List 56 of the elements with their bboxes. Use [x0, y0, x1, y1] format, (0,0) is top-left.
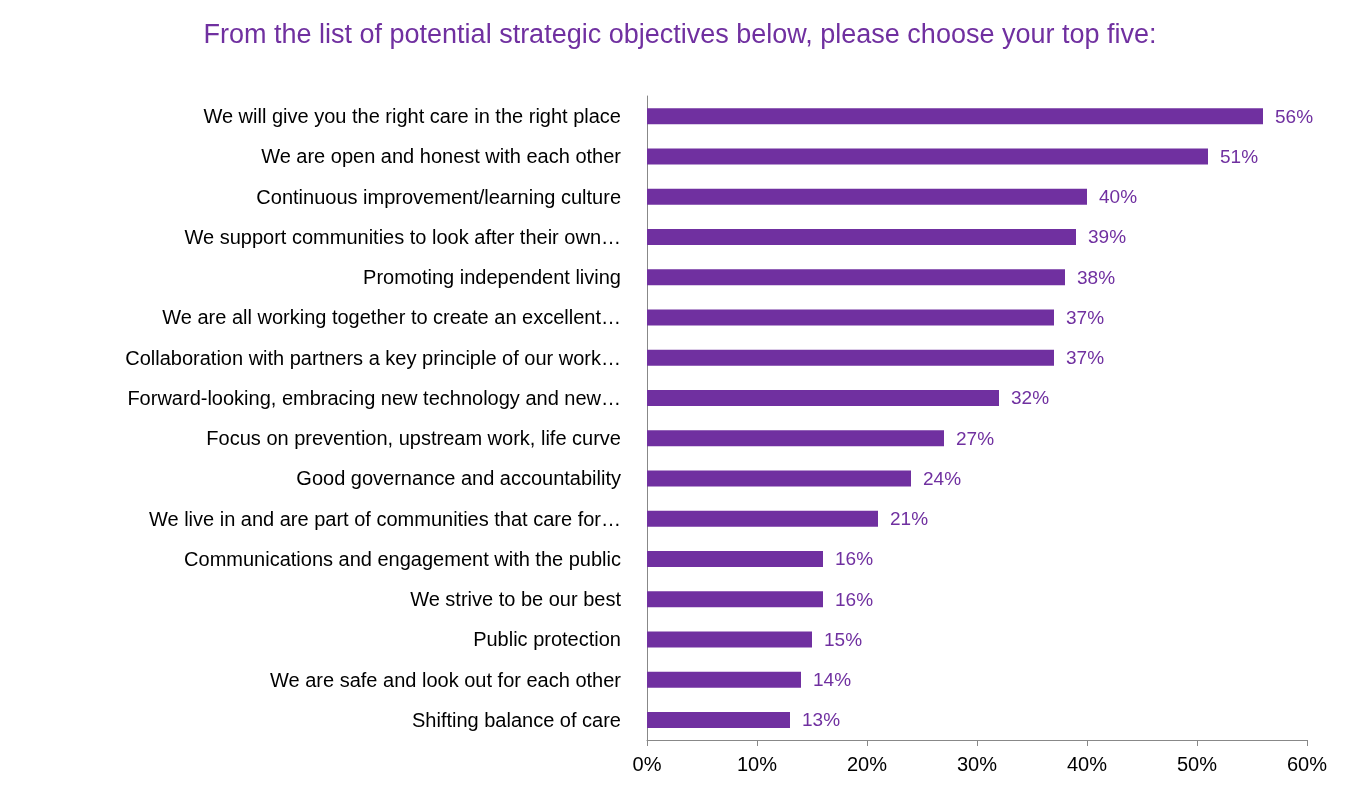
- bar: [647, 711, 790, 728]
- bar: [647, 148, 1208, 165]
- x-tick-label: 20%: [846, 753, 888, 775]
- data-label: 39%: [1088, 226, 1127, 248]
- bar: [647, 108, 1263, 125]
- bar: [647, 188, 1087, 205]
- x-tick-label: 30%: [956, 753, 998, 775]
- y-tick-label: We will give you the right care in the right place: [203, 105, 621, 128]
- bar: [647, 269, 1065, 286]
- bar: [647, 309, 1054, 326]
- data-label: 40%: [1099, 186, 1138, 208]
- bar: [647, 470, 911, 487]
- bar: [647, 389, 999, 406]
- y-tick-label: Good governance and accountability: [296, 467, 621, 490]
- data-label: 24%: [923, 467, 962, 489]
- bar: [647, 591, 823, 608]
- y-tick-label: We are open and honest with each other: [261, 145, 622, 168]
- data-label: 14%: [813, 669, 852, 691]
- data-label: 37%: [1066, 306, 1105, 328]
- chart-title: From the list of potential strategic objectives below, please choose your top five:: [203, 19, 1157, 49]
- y-tick-label: Communications and engagement with the public: [184, 547, 621, 570]
- bar: [647, 671, 801, 688]
- bar: [647, 430, 944, 447]
- data-label: 16%: [835, 588, 874, 610]
- bar: [647, 228, 1076, 245]
- y-tick-label: We are all working together to create an excellent…: [162, 306, 621, 329]
- data-label: 51%: [1220, 145, 1259, 167]
- x-tick-label: 0%: [632, 753, 662, 775]
- y-tick-label: Focus on prevention, upstream work, life curve: [206, 427, 621, 450]
- y-tick-label: Collaboration with partners a key principle of our work…: [125, 346, 621, 369]
- data-label: 37%: [1066, 347, 1105, 369]
- x-tick-label: 60%: [1286, 753, 1328, 775]
- data-label: 56%: [1275, 105, 1314, 127]
- y-tick-label: Shifting balance of care: [411, 708, 621, 731]
- data-label: 21%: [890, 508, 929, 530]
- bar: [647, 550, 823, 567]
- data-label: 27%: [956, 427, 995, 449]
- data-label: 32%: [1011, 387, 1050, 409]
- x-tick-label: 10%: [736, 753, 778, 775]
- x-tick-label: 50%: [1176, 753, 1218, 775]
- bar: [647, 510, 878, 527]
- bar: [647, 631, 812, 648]
- y-tick-label: We support communities to look after their own…: [184, 225, 621, 248]
- y-tick-label: We are safe and look out for each other: [270, 668, 622, 691]
- y-tick-label: Continuous improvement/learning culture: [256, 185, 621, 208]
- data-label: 15%: [824, 628, 863, 650]
- data-label: 16%: [835, 548, 874, 570]
- data-label: 13%: [802, 709, 841, 731]
- x-tick-label: 40%: [1066, 753, 1108, 775]
- y-tick-label: We strive to be our best: [410, 588, 622, 611]
- y-tick-label: Forward-looking, embracing new technology and new…: [127, 386, 621, 409]
- y-tick-label: We live in and are part of communities that care for…: [148, 507, 621, 530]
- data-label: 38%: [1077, 266, 1116, 288]
- bar: [647, 349, 1054, 366]
- y-tick-label: Public protection: [473, 628, 621, 651]
- y-tick-label: Promoting independent living: [363, 266, 621, 289]
